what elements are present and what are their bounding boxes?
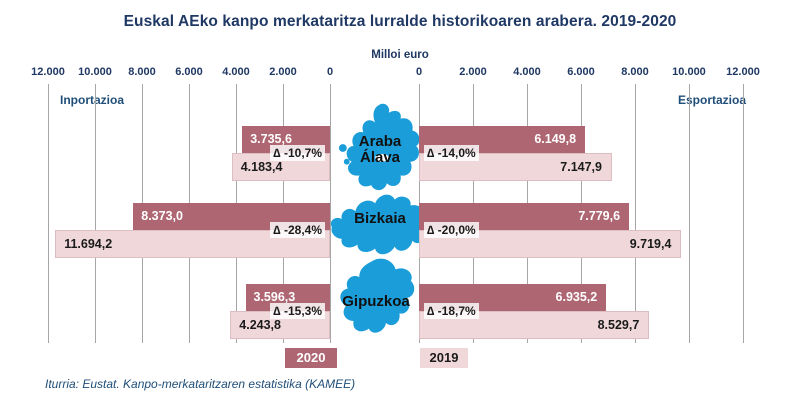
bar-value-label: 6.935,2 <box>555 290 598 304</box>
axis-tick-label: 0 <box>415 66 423 78</box>
legend-item-2020: 2020 <box>285 348 337 368</box>
bizkaia-map-icon <box>330 194 430 255</box>
axis-tick-label: 6.000 <box>175 66 203 78</box>
bizkaia-exports-2020-bar: 7.779,6 <box>419 203 630 230</box>
axis-tick-label: 12.000 <box>726 66 760 78</box>
bar-value-label: 8.373,0 <box>141 209 183 223</box>
araba-imports-delta-label: ∆ -10,7% <box>270 145 325 161</box>
bizkaia-map: Bizkaia <box>326 190 434 262</box>
gipuzkoa-map: Gipuzkoa <box>330 256 422 342</box>
araba-map-icon <box>338 103 420 191</box>
gridline <box>95 84 96 343</box>
bar-value-label: 11.694,2 <box>64 237 113 251</box>
bizkaia-imports-2019-bar: 11.694,2 <box>55 230 330 258</box>
chart-title: Euskal AEko kanpo merkataritza lurralde … <box>123 13 677 30</box>
exports-plot: 6.149,8 7.147,9 ∆ -14,0% 7.779,6 9.719,4… <box>419 84 744 343</box>
axis-tick-label: 10.000 <box>78 66 112 78</box>
gipuzkoa-imports-delta-label: ∆ -15,3% <box>270 303 325 319</box>
bar-value-label: 3.596,3 <box>253 290 296 304</box>
bar-value-label: 3.735,6 <box>250 132 292 146</box>
legend-item-2019: 2019 <box>420 348 468 368</box>
bar-value-label: 9.719,4 <box>629 237 672 251</box>
imports-plot: 3.735,6 4.183,4 ∆ -10,7% 8.373,0 11.694,… <box>48 84 331 343</box>
bar-value-label: 7.147,9 <box>560 160 602 174</box>
bizkaia-map-label: Bizkaia <box>326 211 434 227</box>
axis-tick-label: 8.000 <box>128 66 156 78</box>
axis-tick-label: 10.000 <box>672 66 706 78</box>
gridline <box>688 84 690 343</box>
territory-name-line: Bizkaia <box>354 210 406 227</box>
source-note: Iturria: Eustat. Kanpo-merkataritzaren e… <box>45 377 356 391</box>
territory-name-line: Gipuzkoa <box>342 293 410 310</box>
exports-axis-ticks: 0 2.000 4.000 6.000 8.000 10.000 12.000 <box>415 66 760 80</box>
bar-value-label: 8.529,7 <box>597 318 640 332</box>
axis-tick-label: 6.000 <box>567 66 595 78</box>
imports-axis-label: Inportazioa <box>60 93 125 107</box>
axis-tick-label: 8.000 <box>621 66 649 78</box>
axis-tick-label: 2.000 <box>459 66 487 78</box>
axis-tick-label: 4.000 <box>222 66 250 78</box>
exports-axis-label: Esportazioa <box>677 93 746 107</box>
gridline <box>743 84 744 343</box>
gridline <box>635 84 636 343</box>
axis-tick-label: 12.000 <box>31 66 65 78</box>
bizkaia-exports-delta-label: ∆ -20,0% <box>424 222 479 238</box>
axis-tick-label: 2.000 <box>269 66 297 78</box>
araba-map: Araba Álava <box>336 98 424 198</box>
axis-tick-label: 4.000 <box>513 66 541 78</box>
imports-axis-ticks: 12.000 10.000 8.000 6.000 4.000 2.000 0 <box>31 66 334 80</box>
axis-tick-label: 0 <box>326 66 334 78</box>
gipuzkoa-map-icon <box>340 258 415 333</box>
gipuzkoa-exports-delta-label: ∆ -18,7% <box>424 303 479 319</box>
chart-subtitle: Milloi euro <box>371 49 429 61</box>
bar-value-label: 7.779,6 <box>578 209 621 223</box>
gridline <box>330 84 331 343</box>
gipuzkoa-imports-2020-bar: 3.596,3 <box>245 284 330 311</box>
territory-name-line: Araba <box>358 133 402 150</box>
bar-value-label: 4.243,8 <box>239 318 281 332</box>
territory-name-line: Álava <box>359 149 401 166</box>
gridline <box>48 84 49 343</box>
bizkaia-imports-delta-label: ∆ -28,4% <box>270 222 325 238</box>
bar-value-label: 4.183,4 <box>240 160 283 174</box>
araba-map-label: Araba Álava <box>336 134 424 166</box>
gipuzkoa-map-label: Gipuzkoa <box>330 294 422 310</box>
bar-value-label: 6.149,8 <box>534 132 577 146</box>
araba-exports-delta-label: ∆ -14,0% <box>424 145 479 161</box>
